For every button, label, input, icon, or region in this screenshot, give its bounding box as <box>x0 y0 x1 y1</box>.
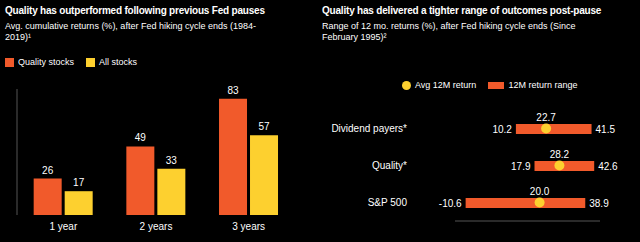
svg-text:10.2: 10.2 <box>492 124 512 135</box>
svg-text:S&P 500: S&P 500 <box>368 197 408 208</box>
html-text:12M return range: 12M return range <box>508 80 578 90</box>
svg-text:Dividend payers*: Dividend payers* <box>331 123 407 134</box>
html-text:Quality has delivered a tighte: Quality has delivered a tighter range of… <box>322 5 602 16</box>
html-text:Quality stocks: Quality stocks <box>18 57 74 67</box>
html-text:Avg. cumulative returns (%), a: Avg. cumulative returns (%), after Fed h… <box>5 21 256 42</box>
svg-text:83: 83 <box>227 85 239 96</box>
svg-text:1 year: 1 year <box>49 221 77 232</box>
svg-text:17: 17 <box>73 177 85 188</box>
svg-text:17.9: 17.9 <box>511 161 531 172</box>
svg-text:42.6: 42.6 <box>598 161 618 172</box>
svg-text:57: 57 <box>258 121 270 132</box>
svg-text:38.9: 38.9 <box>589 198 609 209</box>
svg-text:20.0: 20.0 <box>530 186 550 197</box>
svg-text:22.7: 22.7 <box>536 112 556 123</box>
svg-text:3 years: 3 years <box>232 221 265 232</box>
html-text:All stocks: All stocks <box>99 57 137 67</box>
svg-text:33: 33 <box>166 155 178 166</box>
svg-text:28.2: 28.2 <box>550 149 570 160</box>
html-text:Quality has outperformed follo: Quality has outperformed following previ… <box>5 5 265 16</box>
html-text:Range of 12 mo. returns (%), a: Range of 12 mo. returns (%), after Fed h… <box>322 21 576 42</box>
svg-text:Quality*: Quality* <box>372 160 407 171</box>
html-text:Avg 12M return: Avg 12M return <box>415 80 477 90</box>
svg-text:26: 26 <box>42 165 54 176</box>
svg-text:41.5: 41.5 <box>596 124 616 135</box>
svg-text:2 years: 2 years <box>140 221 173 232</box>
svg-text:49: 49 <box>135 132 147 143</box>
svg-text:-10.6: -10.6 <box>439 198 462 209</box>
